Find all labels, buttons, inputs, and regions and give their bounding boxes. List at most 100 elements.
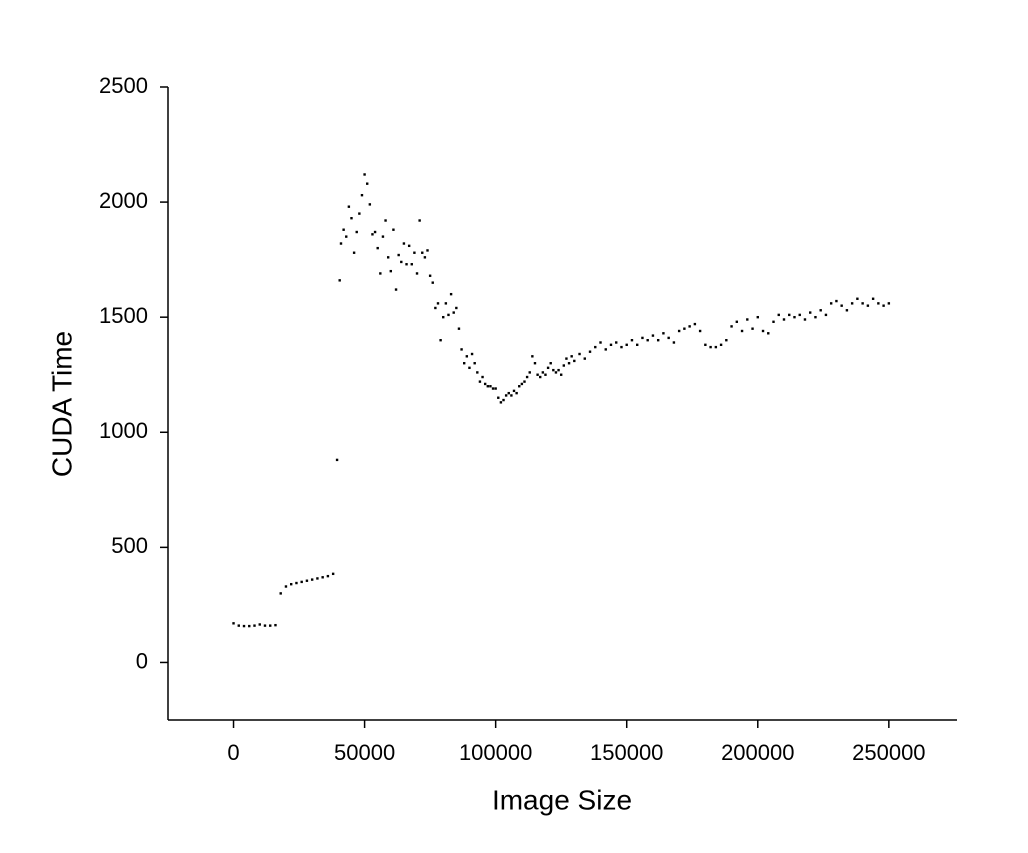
point bbox=[289, 582, 293, 586]
x-tick-label: 50000 bbox=[334, 740, 395, 765]
point bbox=[279, 592, 282, 595]
y-tick-label: 500 bbox=[111, 533, 148, 558]
point bbox=[510, 394, 513, 397]
point bbox=[447, 313, 450, 317]
y-tick-label: 1500 bbox=[99, 303, 148, 328]
point bbox=[371, 233, 374, 236]
point bbox=[824, 313, 828, 317]
point bbox=[814, 315, 817, 319]
point bbox=[656, 339, 660, 342]
point bbox=[407, 244, 411, 248]
point bbox=[565, 357, 568, 360]
point bbox=[662, 332, 665, 335]
point bbox=[698, 329, 702, 333]
x-axis-label: Image Size bbox=[492, 784, 632, 815]
point bbox=[588, 350, 592, 353]
point bbox=[470, 352, 474, 356]
point bbox=[338, 279, 341, 282]
point bbox=[439, 339, 442, 342]
y-axis-label: CUDA Time bbox=[46, 331, 77, 477]
point bbox=[489, 385, 492, 388]
point bbox=[539, 375, 542, 379]
point bbox=[436, 302, 440, 305]
x-tick-label: 100000 bbox=[459, 740, 532, 765]
point bbox=[366, 182, 369, 185]
point bbox=[449, 292, 453, 296]
point bbox=[394, 288, 398, 291]
point bbox=[284, 585, 288, 588]
point bbox=[415, 272, 419, 275]
point bbox=[688, 325, 691, 328]
point bbox=[494, 387, 497, 390]
point bbox=[767, 332, 770, 335]
point bbox=[515, 391, 518, 395]
point bbox=[625, 343, 628, 347]
point bbox=[552, 368, 555, 372]
point bbox=[829, 302, 833, 305]
point bbox=[772, 320, 775, 323]
point bbox=[326, 574, 330, 578]
point bbox=[877, 302, 880, 305]
point bbox=[468, 366, 471, 370]
point bbox=[793, 315, 796, 319]
point bbox=[528, 371, 531, 374]
point bbox=[578, 352, 581, 356]
point bbox=[386, 256, 390, 259]
point bbox=[444, 302, 448, 305]
point bbox=[730, 325, 733, 328]
point bbox=[452, 311, 455, 314]
x-tick-label: 150000 bbox=[590, 740, 663, 765]
point bbox=[237, 624, 240, 627]
point bbox=[405, 263, 408, 266]
point bbox=[397, 253, 400, 257]
point bbox=[882, 304, 885, 307]
point bbox=[525, 375, 529, 379]
point bbox=[491, 387, 495, 390]
point bbox=[473, 362, 476, 365]
point bbox=[507, 391, 510, 395]
point bbox=[442, 315, 445, 319]
point bbox=[567, 362, 571, 365]
point bbox=[559, 373, 563, 376]
point bbox=[363, 173, 366, 176]
point bbox=[819, 309, 822, 312]
point bbox=[335, 458, 339, 462]
y-tick-label: 1000 bbox=[99, 418, 148, 443]
point bbox=[835, 299, 838, 303]
point bbox=[497, 396, 500, 399]
point bbox=[389, 269, 393, 273]
point bbox=[809, 311, 812, 314]
point bbox=[321, 576, 324, 579]
point bbox=[667, 336, 670, 340]
y-tick-label: 2000 bbox=[99, 188, 148, 213]
point bbox=[392, 228, 395, 231]
point bbox=[413, 251, 416, 254]
point bbox=[381, 235, 385, 238]
point bbox=[512, 389, 516, 393]
x-tick-label: 0 bbox=[227, 740, 239, 765]
point bbox=[709, 345, 712, 349]
point bbox=[672, 341, 676, 344]
point bbox=[499, 401, 503, 404]
point bbox=[352, 251, 356, 254]
point bbox=[845, 309, 849, 312]
point bbox=[463, 362, 466, 365]
point bbox=[866, 304, 870, 307]
point bbox=[599, 341, 602, 344]
point bbox=[761, 329, 765, 333]
point bbox=[384, 219, 387, 222]
point bbox=[350, 217, 353, 220]
x-tick-label: 250000 bbox=[852, 740, 925, 765]
y-tick-label: 0 bbox=[136, 648, 148, 673]
point bbox=[339, 242, 343, 245]
point bbox=[549, 362, 552, 365]
point bbox=[486, 385, 489, 388]
point bbox=[310, 578, 314, 581]
point bbox=[263, 624, 267, 627]
point bbox=[465, 355, 469, 358]
point bbox=[483, 382, 487, 386]
point bbox=[373, 230, 377, 234]
point bbox=[740, 329, 744, 333]
point bbox=[269, 624, 272, 627]
point bbox=[803, 318, 807, 321]
